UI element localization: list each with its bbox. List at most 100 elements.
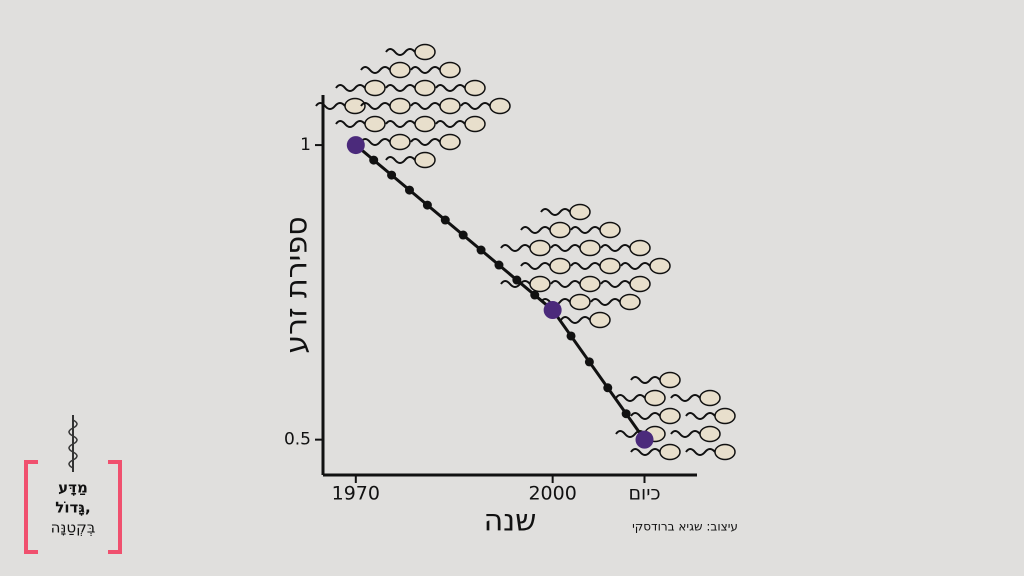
sperm-icon bbox=[500, 239, 551, 257]
line-dot bbox=[404, 185, 414, 195]
sperm-icon bbox=[630, 407, 681, 425]
line-dot bbox=[584, 357, 594, 367]
sperm-tail bbox=[500, 280, 531, 288]
sperm-icon bbox=[670, 425, 721, 443]
sperm-icon bbox=[685, 407, 736, 425]
line-dot bbox=[621, 409, 631, 419]
data-point bbox=[635, 430, 654, 449]
sperm-icon bbox=[600, 239, 651, 257]
x-tick-label: כיום bbox=[628, 483, 660, 505]
sperm-head bbox=[579, 275, 601, 293]
data-point bbox=[543, 301, 562, 320]
y-axis-label: ספירת זרע bbox=[280, 216, 315, 353]
sperm-icon bbox=[600, 275, 651, 293]
logo-bracket bbox=[24, 460, 122, 554]
sperm-tail bbox=[540, 208, 571, 216]
sperm-tail bbox=[385, 156, 416, 164]
sperm-head bbox=[569, 203, 591, 221]
sperm-icon bbox=[500, 275, 551, 293]
sperm-tail bbox=[590, 298, 621, 306]
sperm-icon bbox=[630, 443, 681, 461]
sperm-head bbox=[364, 115, 386, 133]
sperm-head bbox=[414, 151, 436, 169]
sperm-head bbox=[464, 79, 486, 97]
sperm-head bbox=[529, 275, 551, 293]
line-dot bbox=[440, 215, 450, 225]
sperm-tail bbox=[385, 48, 416, 56]
sperm-icon bbox=[360, 97, 411, 115]
sperm-tail bbox=[670, 430, 701, 438]
y-tick-label: 1 bbox=[300, 135, 311, 155]
sperm-tail bbox=[670, 394, 701, 402]
sperm-head bbox=[439, 133, 461, 151]
sperm-head bbox=[414, 79, 436, 97]
logo-line: בְּקְטַנָּה bbox=[51, 519, 96, 537]
sperm-tail bbox=[410, 138, 441, 146]
sperm-icon bbox=[360, 133, 411, 151]
sperm-tail bbox=[570, 262, 601, 270]
sperm-icon bbox=[670, 389, 721, 407]
sperm-tail bbox=[360, 102, 391, 110]
sperm-head bbox=[659, 443, 681, 461]
sperm-icon bbox=[385, 115, 436, 133]
sperm-tail bbox=[335, 120, 366, 128]
sperm-head bbox=[714, 443, 736, 461]
sperm-icon bbox=[570, 257, 621, 275]
sperm-head bbox=[569, 293, 591, 311]
line-dot bbox=[387, 170, 397, 180]
sperm-icon bbox=[460, 97, 511, 115]
sperm-icon bbox=[335, 79, 386, 97]
sperm-icon bbox=[520, 257, 571, 275]
sperm-head bbox=[344, 97, 366, 115]
sperm-icon bbox=[590, 293, 641, 311]
sperm-tail bbox=[620, 262, 651, 270]
sperm-tail bbox=[685, 412, 716, 420]
line-dot bbox=[494, 260, 504, 270]
sperm-head bbox=[489, 97, 511, 115]
logo-snake bbox=[68, 419, 78, 469]
line-dot bbox=[458, 230, 468, 240]
sperm-icon bbox=[520, 221, 571, 239]
sperm-head bbox=[589, 311, 611, 329]
line-dot bbox=[530, 290, 540, 300]
x-axis-label: שנה bbox=[484, 504, 537, 539]
sperm-tail bbox=[630, 376, 661, 384]
sperm-tail bbox=[520, 262, 551, 270]
x-tick-label: 1970 bbox=[332, 483, 380, 505]
sperm-tail bbox=[385, 84, 416, 92]
sperm-icon bbox=[360, 61, 411, 79]
sperm-tail bbox=[410, 102, 441, 110]
logo-line: גָּדוֹל, bbox=[55, 499, 90, 517]
sperm-tail bbox=[560, 316, 591, 324]
sperm-head bbox=[714, 407, 736, 425]
sperm-tail bbox=[460, 102, 491, 110]
sperm-head bbox=[414, 115, 436, 133]
sperm-icon bbox=[570, 221, 621, 239]
sperm-head bbox=[599, 257, 621, 275]
sperm-icon bbox=[410, 61, 461, 79]
sperm-icon bbox=[685, 443, 736, 461]
credit: עיצוב: שגיא ברודסקי bbox=[632, 520, 738, 534]
sperm-tail bbox=[630, 412, 661, 420]
sperm-icon bbox=[615, 389, 666, 407]
sperm-tail bbox=[520, 226, 551, 234]
sperm-icon bbox=[540, 203, 591, 221]
sperm-head bbox=[389, 97, 411, 115]
sperm-tail bbox=[360, 66, 391, 74]
sperm-head bbox=[699, 425, 721, 443]
line-dot bbox=[603, 383, 613, 393]
sperm-tail bbox=[315, 102, 346, 110]
sperm-icon bbox=[435, 115, 486, 133]
line-dot bbox=[476, 245, 486, 255]
sperm-tail bbox=[615, 394, 646, 402]
sperm-head bbox=[439, 61, 461, 79]
sperm-head bbox=[659, 407, 681, 425]
sperm-head bbox=[629, 239, 651, 257]
sperm-icon bbox=[630, 371, 681, 389]
line-dot bbox=[422, 200, 432, 210]
sperm-tail bbox=[500, 244, 531, 252]
logo-line: מַדָּע bbox=[58, 479, 88, 497]
line-dot bbox=[512, 275, 522, 285]
